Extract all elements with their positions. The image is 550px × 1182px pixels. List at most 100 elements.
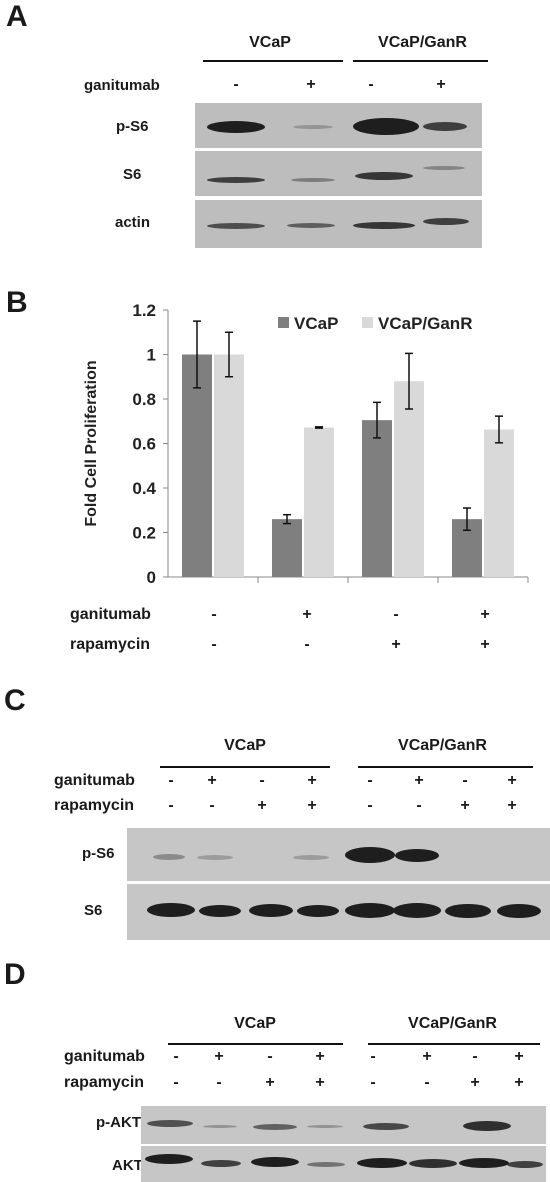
blot-c-s6 <box>127 884 550 940</box>
bar-vcap <box>362 420 392 577</box>
group-underline-vcap-ganr <box>353 60 488 62</box>
band <box>423 122 467 131</box>
panel-d-letter: D <box>4 958 26 991</box>
band <box>345 847 395 863</box>
band <box>423 166 465 170</box>
blot-row-label: AKT <box>112 1157 143 1174</box>
blot-a-actin <box>195 200 482 248</box>
treatment-label-rapamycin: rapamycin <box>70 636 151 653</box>
blot-row-label: p-AKT <box>96 1114 141 1131</box>
band <box>445 904 491 918</box>
y-tick-label: 0 <box>147 568 156 587</box>
treatment-sign: - <box>168 772 174 789</box>
treatment-sign: + <box>480 606 490 623</box>
y-tick-label: 0.8 <box>132 390 156 409</box>
band <box>293 855 329 860</box>
bar-chart: 0 0.2 0.4 0.6 0.8 1 1.2 Fold Cell Proliferation… <box>83 301 529 587</box>
treatment-sign: - <box>367 797 373 814</box>
panel-c-letter: C <box>4 684 26 717</box>
legend-swatch <box>362 317 373 328</box>
group-underline-vcap-ganr <box>358 766 533 768</box>
treatment-sign: - <box>211 636 217 653</box>
treatment-label-ganitumab: ganitumab <box>70 606 151 623</box>
treatment-sign: - <box>370 1074 376 1091</box>
band <box>395 849 439 862</box>
band <box>197 855 233 860</box>
blot-row-label: actin <box>115 214 151 231</box>
band <box>147 1120 193 1127</box>
treatment-sign: + <box>315 1048 325 1065</box>
band <box>253 1124 297 1130</box>
band <box>353 118 419 135</box>
band <box>423 218 469 225</box>
band <box>355 172 413 180</box>
y-tick-label: 0.2 <box>132 524 156 543</box>
treatment-sign: - <box>416 797 422 814</box>
group-label-vcap: VCaP <box>234 1015 276 1032</box>
band <box>409 1159 457 1168</box>
band <box>345 903 395 918</box>
band <box>353 222 415 229</box>
y-tick-label: 1 <box>147 346 156 365</box>
treatment-sign: + <box>315 1074 325 1091</box>
treatment-sign: + <box>207 772 217 789</box>
band <box>153 854 185 860</box>
band <box>459 1158 509 1168</box>
band <box>507 1161 543 1168</box>
blot-a-s6 <box>195 151 482 196</box>
band <box>293 125 333 129</box>
band <box>297 905 339 917</box>
bar-vcap-ganr <box>304 427 334 577</box>
y-tick-label: 1.2 <box>132 301 156 320</box>
band <box>357 1158 407 1168</box>
band <box>207 177 265 183</box>
y-axis-label: Fold Cell Proliferation <box>83 360 100 526</box>
band <box>207 121 265 133</box>
treatment-sign: + <box>414 772 424 789</box>
group-label-vcap-ganr: VCaP/GanR <box>378 34 467 51</box>
treatment-label-ganitumab: ganitumab <box>84 77 160 94</box>
blot-d-akt <box>141 1146 546 1182</box>
treatment-sign: - <box>370 1048 376 1065</box>
band <box>463 1121 511 1131</box>
treatment-sign: + <box>507 772 517 789</box>
bar-vcap-ganr <box>484 429 514 577</box>
treatment-sign: + <box>302 606 312 623</box>
treatment-sign: + <box>265 1074 275 1091</box>
legend-label: VCaP/GanR <box>378 314 472 333</box>
group-label-vcap-ganr: VCaP/GanR <box>398 737 487 754</box>
band <box>363 1123 409 1130</box>
treatment-sign: - <box>462 772 468 789</box>
treatment-sign: + <box>507 797 517 814</box>
band <box>251 1157 299 1167</box>
band <box>307 1125 343 1128</box>
y-tick-label: 0.4 <box>132 479 156 498</box>
treatment-sign: + <box>514 1074 524 1091</box>
treatment-sign: - <box>233 76 239 93</box>
bar-vcap-ganr <box>214 354 244 577</box>
treatment-sign: - <box>367 772 373 789</box>
treatment-label-ganitumab: ganitumab <box>64 1048 145 1065</box>
treatment-sign: - <box>424 1074 430 1091</box>
treatment-sign: + <box>514 1048 524 1065</box>
band <box>199 905 241 917</box>
blot-row-label: p-S6 <box>116 118 149 135</box>
blot-row-label: S6 <box>123 166 142 183</box>
band <box>203 1125 237 1128</box>
treatment-sign: + <box>214 1048 224 1065</box>
treatment-sign: + <box>436 76 446 93</box>
treatment-sign: - <box>267 1048 273 1065</box>
band <box>291 178 335 182</box>
band <box>147 903 195 917</box>
blot-a-ps6 <box>195 103 482 148</box>
treatment-sign: + <box>307 772 317 789</box>
treatment-sign: + <box>460 797 470 814</box>
group-underline-vcap <box>160 766 330 768</box>
treatment-sign: - <box>393 606 399 623</box>
band <box>393 903 441 918</box>
blot-d-pakt <box>141 1106 546 1144</box>
treatment-sign: - <box>209 797 215 814</box>
band <box>249 904 293 917</box>
bar-vcap <box>272 519 302 577</box>
group-label-vcap-ganr: VCaP/GanR <box>408 1015 497 1032</box>
